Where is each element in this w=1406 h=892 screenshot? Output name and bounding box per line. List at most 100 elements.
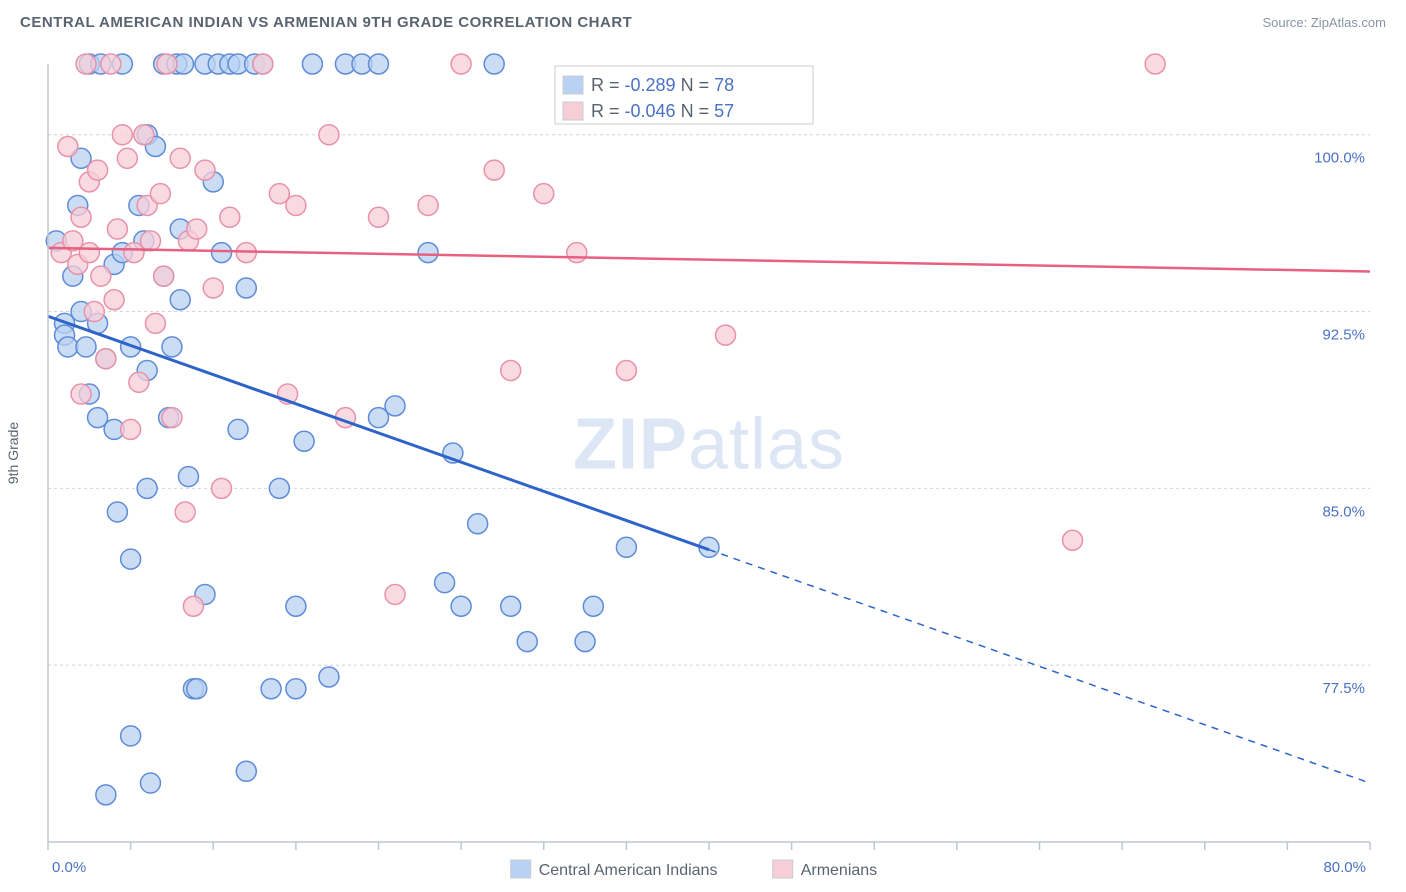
data-point: [385, 396, 405, 416]
data-point: [484, 160, 504, 180]
data-point: [501, 596, 521, 616]
corr-text: R = -0.289 N = 78: [591, 75, 734, 95]
watermark: ZIPatlas: [573, 405, 845, 485]
data-point: [369, 207, 389, 227]
data-point: [369, 54, 389, 74]
data-point: [150, 184, 170, 204]
data-point: [79, 243, 99, 263]
corr-text: R = -0.046 N = 57: [591, 101, 734, 121]
data-point: [154, 266, 174, 286]
data-point: [58, 337, 78, 357]
data-point: [140, 773, 160, 793]
data-point: [170, 148, 190, 168]
x-tick-end: 80.0%: [1323, 859, 1366, 876]
y-tick-label: 100.0%: [1314, 150, 1365, 167]
chart-title: CENTRAL AMERICAN INDIAN VS ARMENIAN 9TH …: [20, 14, 632, 31]
data-point: [418, 243, 438, 263]
data-point: [157, 54, 177, 74]
y-tick-label: 85.0%: [1322, 503, 1365, 520]
data-point: [319, 667, 339, 687]
data-point: [178, 467, 198, 487]
data-point: [418, 195, 438, 215]
data-point: [104, 290, 124, 310]
data-point: [616, 537, 636, 557]
data-point: [134, 125, 154, 145]
data-point: [170, 290, 190, 310]
data-point: [716, 325, 736, 345]
data-point: [175, 502, 195, 522]
y-tick-label: 77.5%: [1322, 680, 1365, 697]
data-point: [286, 596, 306, 616]
data-point: [261, 679, 281, 699]
legend-swatch: [773, 860, 793, 878]
data-point: [468, 514, 488, 534]
data-point: [302, 54, 322, 74]
data-point: [91, 266, 111, 286]
data-point: [212, 243, 232, 263]
data-point: [228, 419, 248, 439]
data-point: [117, 148, 137, 168]
trend-line-extrapolated: [709, 550, 1370, 783]
data-point: [71, 384, 91, 404]
data-point: [187, 679, 207, 699]
legend-label: Armenians: [801, 862, 877, 879]
legend-swatch: [511, 860, 531, 878]
data-point: [84, 302, 104, 322]
data-point: [286, 195, 306, 215]
data-point: [236, 278, 256, 298]
data-point: [129, 372, 149, 392]
title-bar: CENTRAL AMERICAN INDIAN VS ARMENIAN 9TH …: [0, 0, 1406, 44]
data-point: [435, 573, 455, 593]
data-point: [294, 431, 314, 451]
data-point: [195, 160, 215, 180]
data-point: [112, 125, 132, 145]
data-point: [534, 184, 554, 204]
data-point: [583, 596, 603, 616]
y-tick-label: 92.5%: [1322, 327, 1365, 344]
chart-area: 77.5%85.0%92.5%100.0%ZIPatlas0.0%80.0%9t…: [0, 44, 1406, 892]
data-point: [96, 785, 116, 805]
data-point: [269, 478, 289, 498]
data-point: [385, 584, 405, 604]
source-link[interactable]: ZipAtlas.com: [1311, 15, 1386, 30]
scatter-chart: 77.5%85.0%92.5%100.0%ZIPatlas0.0%80.0%9t…: [0, 44, 1406, 892]
data-point: [76, 54, 96, 74]
data-point: [71, 207, 91, 227]
data-point: [484, 54, 504, 74]
data-point: [517, 632, 537, 652]
data-point: [162, 408, 182, 428]
data-point: [121, 549, 141, 569]
chart-container: CENTRAL AMERICAN INDIAN VS ARMENIAN 9TH …: [0, 0, 1406, 892]
data-point: [1063, 530, 1083, 550]
data-point: [253, 54, 273, 74]
data-point: [575, 632, 595, 652]
data-point: [451, 596, 471, 616]
data-point: [220, 207, 240, 227]
data-point: [121, 726, 141, 746]
data-point: [286, 679, 306, 699]
data-point: [140, 231, 160, 251]
source-label: Source: ZipAtlas.com: [1262, 15, 1386, 30]
data-point: [58, 137, 78, 157]
data-point: [1145, 54, 1165, 74]
data-point: [616, 360, 636, 380]
data-point: [319, 125, 339, 145]
data-point: [501, 360, 521, 380]
data-point: [145, 313, 165, 333]
data-point: [162, 337, 182, 357]
data-point: [203, 278, 223, 298]
data-point: [187, 219, 207, 239]
data-point: [212, 478, 232, 498]
data-point: [101, 54, 121, 74]
data-point: [183, 596, 203, 616]
corr-swatch: [563, 76, 583, 94]
data-point: [567, 243, 587, 263]
data-point: [137, 478, 157, 498]
data-point: [121, 419, 141, 439]
data-point: [107, 502, 127, 522]
data-point: [107, 219, 127, 239]
data-point: [451, 54, 471, 74]
legend-label: Central American Indians: [539, 862, 718, 879]
x-tick-start: 0.0%: [52, 859, 86, 876]
data-point: [88, 160, 108, 180]
